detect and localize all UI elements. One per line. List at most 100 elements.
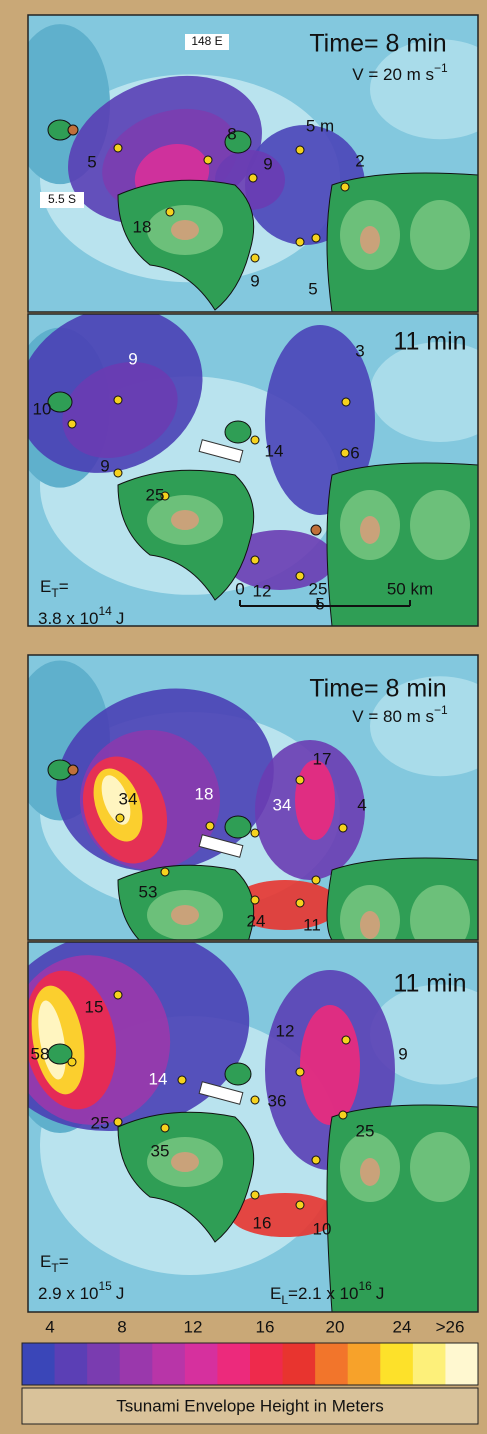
tide-gauge [204,156,212,164]
colorbar-bin [413,1343,446,1385]
tide-gauge [312,1156,320,1164]
tide-gauge [339,1111,347,1119]
wave-height-label: 12 [253,581,272,600]
land-relief [360,911,380,939]
tide-gauge [296,572,304,580]
energy-symbol: E [40,1252,51,1271]
energy-exponent: 14 [99,604,113,618]
colorbar-title: Tsunami Envelope Height in Meters [116,1396,383,1415]
energy-unit: J [376,1284,385,1303]
colorbar-bin [250,1343,283,1385]
tide-gauge [251,1096,259,1104]
land-relief [410,490,470,560]
colorbar-bin [120,1343,153,1385]
island [225,421,251,443]
colorbar-bin [348,1343,381,1385]
panel-title: Time= 8 min [309,675,446,703]
tide-gauge [296,776,304,784]
wave-height-label: 18 [133,217,152,236]
tide-gauge [342,1036,350,1044]
wave-height-label: 9 [263,154,272,173]
tide-gauge [251,1191,259,1199]
colorbar-bin [445,1343,478,1385]
wave-height-label: 2 [355,151,364,170]
wave-height-label: 9 [100,456,109,475]
wave-height-label: 3 [355,341,364,360]
tide-gauge [296,146,304,154]
wave-height-label: 35 [151,1141,170,1160]
energy-mantissa: 2.9 x 10 [38,1284,99,1303]
island [48,392,72,412]
wave-height-label: 25 [146,485,165,504]
energy-equals: = [59,577,69,596]
tide-gauge [249,174,257,182]
energy-exponent: 16 [358,1279,372,1293]
colorbar-bin [217,1343,250,1385]
panel-title: 11 min [393,328,466,356]
map-label: 5.5 S [48,192,76,206]
tide-gauge [114,1118,122,1126]
panel-title: Time= 8 min [309,30,446,58]
energy-mantissa: 2.1 x 10 [298,1284,359,1303]
colorbar-bin [22,1343,55,1385]
energy-unit: J [116,609,125,628]
land-relief [410,1132,470,1202]
tide-gauge [341,449,349,457]
land-relief [360,516,380,544]
wave-height-label: 9 [250,271,259,290]
panel-title: 11 min [393,970,466,998]
tide-gauge [114,469,122,477]
colorbar-tick-label: 4 [45,1317,54,1336]
page: { "panels": [ {"title": "Time= 8 min", "… [0,0,487,1434]
energy-symbol: E [40,577,51,596]
tide-gauge [68,420,76,428]
speed-exponent: −1 [434,61,448,75]
tide-gauge [296,1068,304,1076]
wave-height-label: 18 [195,784,214,803]
colorbar-bin [87,1343,120,1385]
speed-label: V = 80 m s−1 [352,703,448,726]
wave-height-label: 6 [350,443,359,462]
scale-label: 50 km [387,579,433,598]
colorbar-bin [152,1343,185,1385]
tide-gauge [296,238,304,246]
tide-gauge [114,144,122,152]
wave [300,1005,360,1125]
tide-gauge [206,822,214,830]
wave-height-label: 14 [149,1069,168,1088]
wave-height-label: 10 [33,399,52,418]
wave-height-label: 34 [273,795,292,814]
wave-height-label: 9 [128,349,137,368]
tide-gauge [296,1201,304,1209]
tide-gauge [68,1058,76,1066]
tide-gauge [68,765,78,775]
tide-gauge [251,436,259,444]
wave-height-label: 58 [31,1044,50,1063]
wave-height-label: 15 [85,997,104,1016]
wave-height-label: 8 [227,124,236,143]
colorbar-bin [55,1343,88,1385]
wave-height-label: 17 [313,749,332,768]
land-relief [360,1158,380,1186]
tide-gauge [341,183,349,191]
figure: Time= 8 minV = 20 m s−1148 E5.5 S585 m92… [0,0,487,1434]
energy-exponent: 15 [99,1279,113,1293]
colorbar-tick-label: 12 [184,1317,203,1336]
tide-gauge [161,868,169,876]
wave-height-label: 34 [119,789,138,808]
wave-height-label: 24 [247,911,266,930]
tide-gauge [251,556,259,564]
tide-gauge [296,899,304,907]
energy-equals: = [288,1284,298,1303]
energy-symbol: E [270,1284,281,1303]
wave-height-label: 4 [357,795,366,814]
speed-exponent: −1 [434,703,448,717]
wave [295,760,335,840]
colorbar-tick-label: 20 [326,1317,345,1336]
tide-gauge [342,398,350,406]
map-label: 148 E [191,34,222,48]
tide-gauge [166,208,174,216]
tide-gauge [251,829,259,837]
island [225,1063,251,1085]
energy-mantissa: 3.8 x 10 [38,609,99,628]
